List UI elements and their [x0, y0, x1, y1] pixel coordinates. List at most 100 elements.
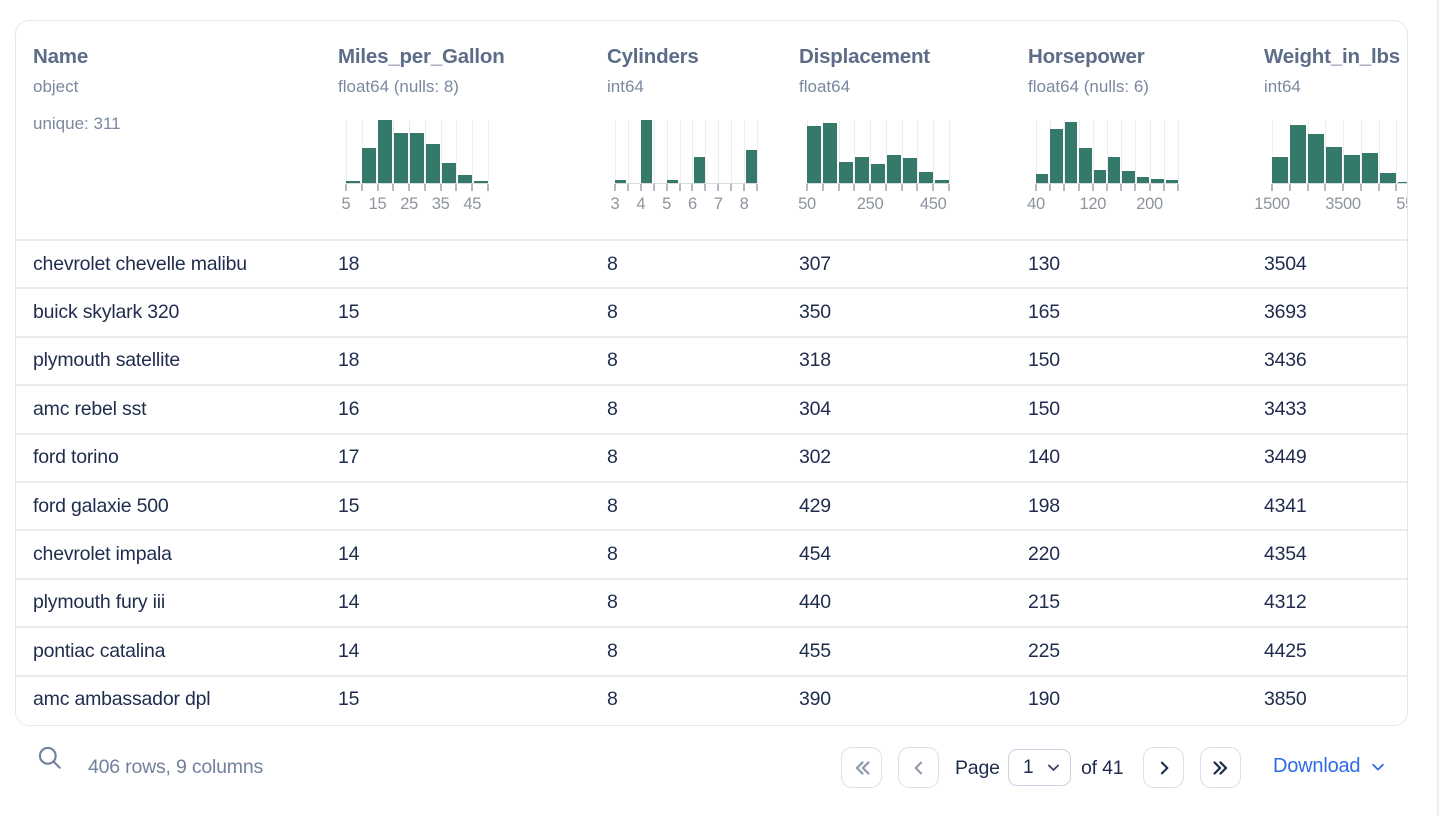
hist-bar — [1326, 147, 1342, 183]
column-name: Name — [33, 45, 89, 68]
column-header[interactable]: Name object unique: 311 — [33, 21, 338, 239]
histogram-bars — [346, 120, 488, 183]
axis-labels: 40 120 200 — [1027, 191, 1178, 213]
search-icon[interactable] — [36, 744, 63, 771]
next-page-button[interactable] — [1143, 747, 1184, 788]
table-cell: 4341 — [1264, 494, 1307, 517]
column-header[interactable]: Miles_per_Gallon float64 (nulls: 8) 5 15 25 3… — [338, 21, 607, 239]
axis-tick-label: 50 — [798, 195, 816, 213]
hist-bar — [346, 181, 360, 183]
table-cell: pontiac catalina — [33, 639, 166, 662]
hist-bar — [693, 156, 705, 183]
column-dtype: float64 — [799, 77, 851, 96]
hist-bar — [823, 122, 837, 183]
table-cell: 18 — [338, 349, 360, 372]
hist-bar — [903, 157, 917, 183]
table-cell: 140 — [1028, 446, 1060, 469]
table-cell: plymouth fury iii — [33, 591, 166, 614]
hist-bar — [362, 148, 376, 183]
table-cell: ford torino — [33, 446, 119, 469]
axis-tick — [869, 184, 872, 191]
column-header[interactable]: Displacement float64 50 250 450 — [798, 21, 1028, 239]
histogram-axis — [1035, 184, 1179, 191]
column-name: Weight_in_lbs — [1264, 45, 1400, 68]
table-row[interactable]: ford galaxie 500 15 8 429 198 4341 — [16, 480, 1407, 529]
axis-tick-label: 3 — [610, 195, 620, 213]
axis-tick — [626, 184, 629, 191]
column-header[interactable]: Horsepower float64 (nulls: 6) 40 120 200 — [1027, 21, 1264, 239]
download-link[interactable]: Download — [1273, 755, 1387, 778]
table-cell: buick skylark 320 — [33, 301, 180, 324]
table-cell: 8 — [607, 397, 618, 420]
first-page-button[interactable] — [841, 747, 882, 788]
histogram-gridline — [440, 120, 442, 183]
table-row[interactable]: plymouth satellite 18 8 318 150 3436 — [16, 335, 1407, 384]
axis-tick — [1342, 184, 1344, 191]
chevron-right-icon — [1160, 761, 1168, 774]
axis-tick-label: 6 — [688, 195, 697, 213]
previous-page-button[interactable] — [898, 747, 939, 788]
histogram-gridline — [757, 120, 758, 183]
histogram-axis — [1271, 184, 1407, 191]
histogram-plot — [346, 120, 489, 184]
histogram-bars — [615, 120, 758, 183]
table-cell: amc ambassador dpl — [33, 688, 211, 711]
histogram-gridline — [1149, 120, 1151, 183]
axis-tick-label: 7 — [713, 195, 723, 213]
table-cell: 8 — [607, 252, 618, 275]
page-select-value: 1 — [1023, 756, 1034, 778]
table-row[interactable]: ford torino 17 8 302 140 3449 — [16, 432, 1407, 481]
table-row[interactable]: chevrolet chevelle malibu 18 8 307 130 3504 — [16, 239, 1407, 287]
table-cell: 8 — [607, 494, 618, 517]
column-header[interactable]: Weight_in_lbs int64 1500 3500 5500 — [1254, 21, 1407, 239]
table-cell: 3850 — [1264, 688, 1307, 711]
column-dtype: object — [33, 77, 79, 96]
table-cell: 15 — [338, 494, 360, 517]
table-header: Name object unique: 311 Miles_per_Gallon flo… — [16, 21, 1407, 239]
column-dtype: int64 — [607, 77, 644, 96]
histogram-gridline — [615, 120, 616, 183]
hist-bar — [1093, 170, 1107, 183]
hist-bar — [1036, 173, 1049, 183]
table-row[interactable]: plymouth fury iii 14 8 440 215 4312 — [16, 577, 1407, 626]
axis-tick — [1077, 184, 1080, 191]
axis-tick-label: 250 — [856, 195, 884, 213]
hist-bar — [426, 143, 440, 183]
table-row[interactable]: pontiac catalina 14 8 455 225 4425 — [16, 626, 1407, 674]
axis-tick — [639, 184, 642, 191]
column-header[interactable]: Cylinders int64 3 4 5 6 7 8 — [607, 21, 799, 239]
axis-tick — [704, 184, 707, 191]
histogram-gridline — [1092, 120, 1094, 183]
axis-labels: 5 15 25 35 45 — [342, 191, 488, 213]
histogram-gridline — [1378, 120, 1380, 183]
table-cell: plymouth satellite — [33, 349, 181, 372]
table-row[interactable]: amc rebel sst 16 8 304 150 3433 — [16, 384, 1407, 432]
axis-tick — [360, 184, 363, 191]
scrollbar-track[interactable] — [1437, 0, 1439, 816]
page-select[interactable]: 1 — [1008, 749, 1071, 786]
axis-tick — [1148, 184, 1151, 191]
histogram-gridline — [692, 120, 694, 183]
table-row[interactable]: amc ambassador dpl 15 8 390 190 3850 — [16, 674, 1407, 723]
histogram-gridline — [1178, 120, 1179, 183]
axis-tick-label: 4 — [636, 195, 646, 213]
histogram-gridline — [653, 120, 655, 183]
axis-tick — [1035, 184, 1037, 191]
axis-tick — [1091, 184, 1094, 191]
table-cell: 3504 — [1264, 252, 1307, 275]
axis-tick — [1162, 184, 1165, 191]
histogram-gridline — [731, 120, 733, 183]
table-row[interactable]: chevrolet impala 14 8 454 220 4354 — [16, 529, 1407, 577]
hist-bar — [1272, 156, 1288, 183]
hist-bar — [807, 126, 821, 183]
axis-tick-label: 5 — [662, 195, 672, 213]
axis-tick-label: 45 — [463, 195, 482, 213]
chevron-left-icon — [914, 761, 922, 774]
axis-tick — [730, 184, 733, 191]
table-cell: 190 — [1028, 688, 1060, 711]
axis-tick — [916, 184, 919, 191]
last-page-button[interactable] — [1200, 747, 1241, 788]
table-row[interactable]: buick skylark 320 15 8 350 165 3693 — [16, 287, 1407, 335]
histogram-axis — [345, 184, 489, 191]
